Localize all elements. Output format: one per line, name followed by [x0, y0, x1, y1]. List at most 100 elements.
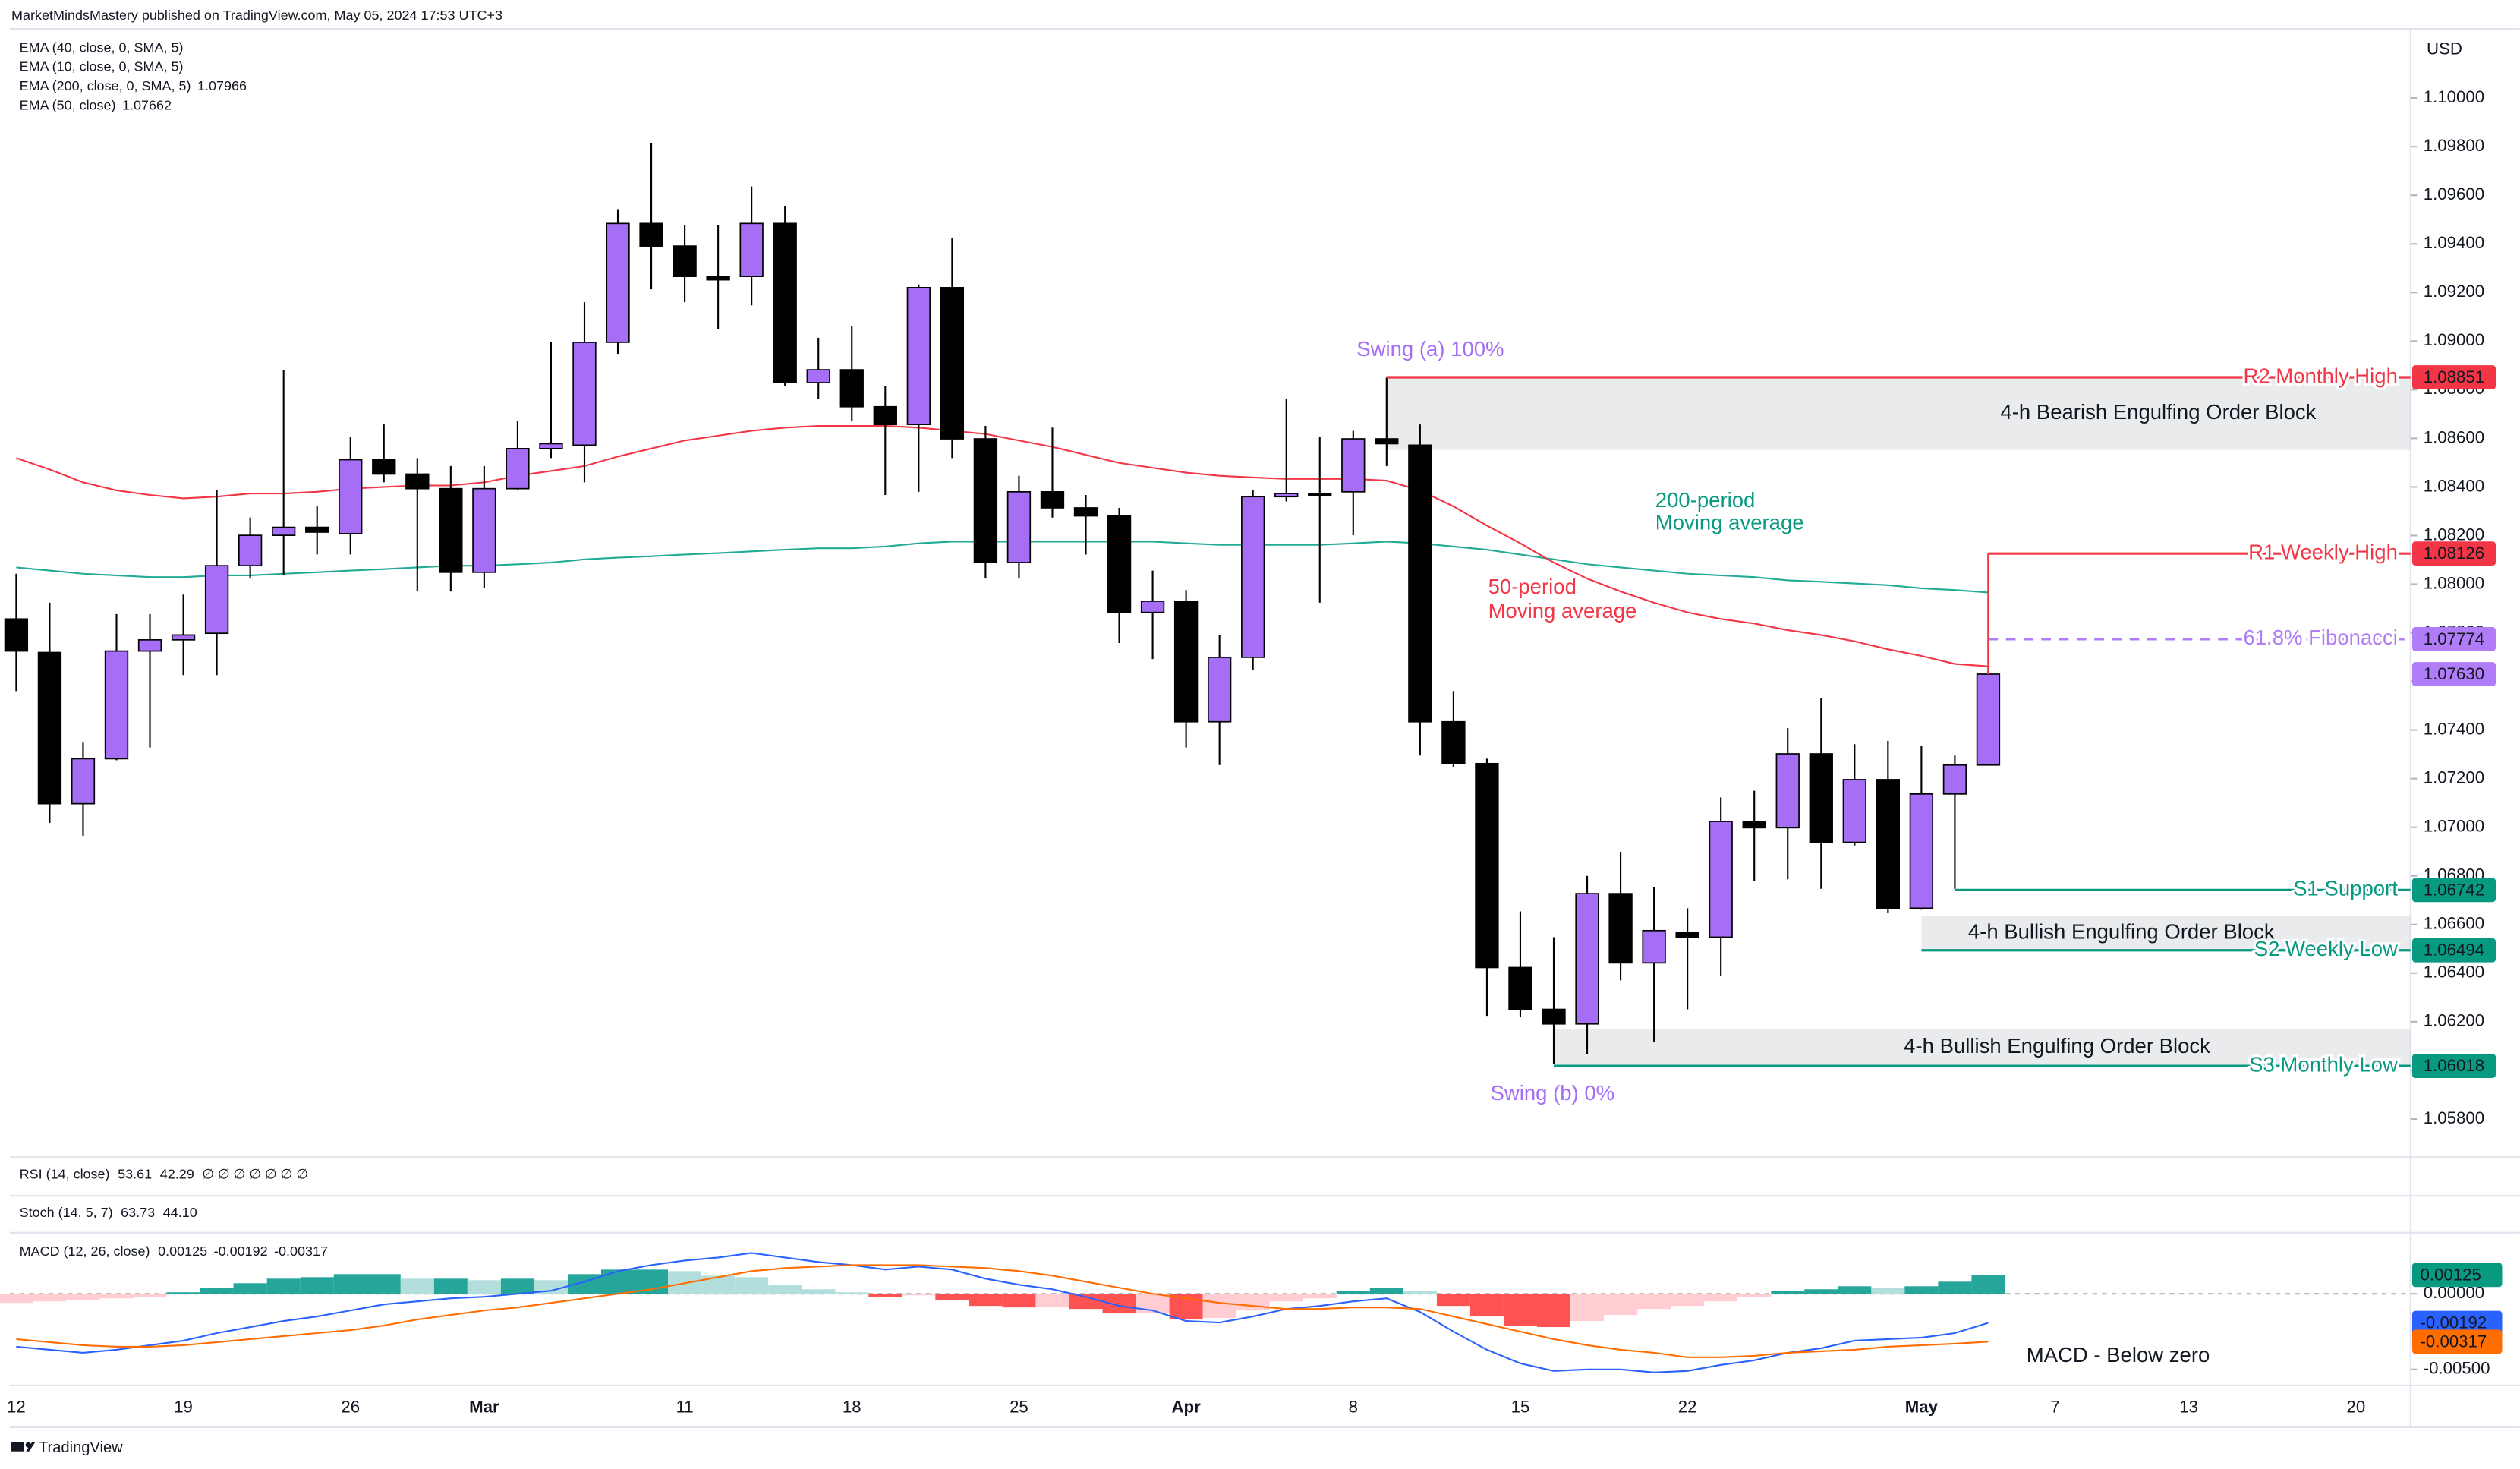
candle-body — [272, 526, 296, 536]
macd-histogram-bar — [99, 1294, 134, 1299]
candle-body — [1475, 762, 1499, 969]
macd-histogram-bar — [233, 1283, 267, 1294]
macd-line — [16, 1252, 1989, 1373]
y-tick-label: 1.07200 — [2424, 768, 2484, 787]
pane-value: 63.73 — [121, 1205, 155, 1220]
candle-body — [1942, 764, 1967, 795]
macd-histogram-bar — [1971, 1275, 2005, 1294]
candle-body — [940, 287, 965, 440]
candle-body — [1040, 490, 1065, 509]
candle-body — [1441, 720, 1466, 764]
y-tick-label: 1.09600 — [2424, 184, 2484, 203]
macd-tag — [2411, 1263, 2503, 1288]
macd-histogram-bar — [802, 1289, 836, 1294]
macd-histogram-bar — [868, 1294, 902, 1297]
pane-value: 53.61 — [118, 1166, 152, 1181]
macd-histogram-bar — [1469, 1294, 1504, 1317]
candle-body — [973, 438, 998, 563]
price-tag — [2411, 541, 2496, 566]
macd-histogram-bar — [902, 1294, 936, 1296]
zone-label: 4-h Bearish Engulfing Order Block — [2000, 400, 2316, 424]
candle-body — [104, 650, 129, 760]
last-price-label: 1.07630 — [2424, 664, 2484, 683]
candle-body — [1842, 779, 1866, 843]
macd-histogram-bar — [66, 1294, 100, 1300]
candle-body — [439, 487, 463, 573]
y-tick-label: 1.09200 — [2424, 282, 2484, 301]
candle-body — [673, 245, 697, 277]
macd-histogram-bar — [1303, 1294, 1337, 1299]
candle-body — [1575, 893, 1599, 1025]
level-label: R2 Monthly High — [2243, 364, 2397, 387]
y-tick-label: 1.05800 — [2424, 1108, 2484, 1127]
x-tick-label: 26 — [341, 1397, 360, 1416]
macd-tag — [2411, 1329, 2503, 1354]
macd-histogram-bar — [1871, 1288, 1905, 1294]
order-block-zone — [1386, 377, 2411, 450]
macd-histogram-bar — [701, 1275, 736, 1294]
macd-histogram-bar — [969, 1294, 1003, 1307]
candle-body — [1207, 657, 1232, 723]
pane-value: 42.29 — [160, 1166, 194, 1181]
macd-histogram-bar — [400, 1278, 434, 1294]
macd-histogram-bar — [133, 1294, 167, 1297]
candle-body — [137, 638, 162, 652]
x-tick-label: Mar — [469, 1397, 499, 1416]
candle-body — [639, 222, 663, 247]
macd-histogram-bar — [1102, 1294, 1136, 1314]
pane-title: MACD (12, 26, close) — [20, 1244, 150, 1259]
y-tick-label: -0.00500 — [2424, 1359, 2490, 1378]
candle-body — [1107, 515, 1132, 613]
logo — [11, 1442, 36, 1452]
candle-body — [1542, 1008, 1566, 1025]
macd-histogram-bar — [1069, 1294, 1103, 1310]
x-tick-label: 8 — [1349, 1397, 1358, 1416]
price-tag-label: 1.07774 — [2424, 629, 2484, 648]
macd-histogram-bar — [300, 1277, 334, 1294]
macd-note: MACD - Below zero — [2027, 1343, 2210, 1367]
candle-body — [873, 405, 897, 425]
macd-histogram-bar — [768, 1285, 802, 1294]
macd-histogram-bar — [1671, 1294, 1705, 1307]
pane-value: 44.10 — [163, 1205, 197, 1220]
x-tick-label: 20 — [2346, 1397, 2365, 1416]
candle-body — [1809, 753, 1833, 843]
macd-histogram-bar — [0, 1294, 33, 1304]
annotation: Moving average — [1655, 510, 1804, 534]
pane-value: -0.00192 — [214, 1244, 268, 1259]
level-label: 61.8% Fibonacci — [2243, 626, 2397, 649]
zone-label: 4-h Bullish Engulfing Order Block — [1968, 920, 2275, 944]
macd-histogram-bar — [1202, 1294, 1236, 1319]
candle-body — [1909, 793, 1934, 909]
order-block-zone — [1554, 1029, 2411, 1067]
candle-body — [1308, 493, 1332, 496]
candle-body — [1375, 438, 1399, 445]
indicator-value: 1.07966 — [197, 78, 247, 93]
order-block-zone — [1921, 916, 2411, 950]
candle-body — [706, 276, 730, 281]
pane-value: 0.00125 — [158, 1244, 207, 1259]
y-tick-label: 1.08000 — [2424, 573, 2484, 592]
y-tick-label: 1.06400 — [2424, 963, 2484, 982]
macd-histogram-bar — [1336, 1291, 1370, 1294]
macd-histogram-bar — [534, 1280, 568, 1294]
price-tag — [2411, 365, 2496, 389]
macd-histogram-bar — [1771, 1291, 1805, 1294]
candle-body — [339, 459, 363, 534]
macd-histogram-bar — [333, 1274, 367, 1294]
candle-body — [305, 526, 329, 533]
macd-histogram-bar — [735, 1277, 769, 1294]
y-tick-label: 1.09000 — [2424, 330, 2484, 349]
indicator-legend: EMA (50, close) — [20, 97, 116, 112]
macd-histogram-bar — [601, 1269, 635, 1294]
annotation: Swing (a) 100% — [1356, 337, 1504, 361]
x-tick-label: 22 — [1678, 1397, 1697, 1416]
macd-histogram-bar — [1369, 1288, 1403, 1294]
signal-line — [16, 1264, 1989, 1358]
candle-body — [1073, 507, 1098, 517]
annotation: Moving average — [1488, 599, 1637, 623]
price-tag — [2411, 1054, 2496, 1079]
pane-value: -0.00317 — [274, 1244, 328, 1259]
macd-tag — [2411, 1310, 2503, 1335]
